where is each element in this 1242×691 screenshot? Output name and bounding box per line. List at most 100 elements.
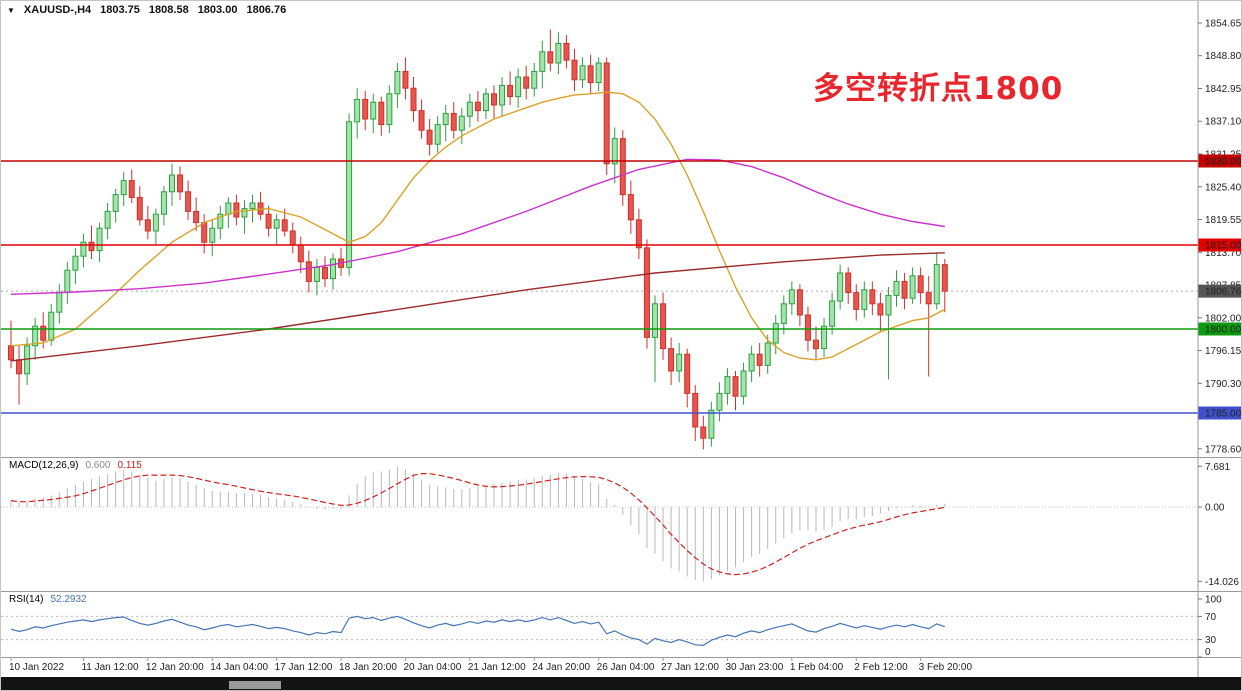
macd-scale-label: 0.00 [1205,503,1225,514]
candle-down [426,129,433,145]
candle-up [780,303,787,324]
rsi-scale-label: 70 [1205,612,1217,623]
candle-up [499,84,506,106]
candle-down [587,65,594,84]
candle-down [144,219,151,232]
bottom-bar [1,677,1241,690]
candle-up [160,191,167,215]
symbol-marker-icon: ▼ [7,5,15,15]
time-tick-label: 2 Feb 12:00 [854,662,908,673]
rsi-panel[interactable]: 100 70 300 [1,595,1222,659]
ma-fast-line [10,91,946,361]
macd-value-signal: 0.115 [117,460,142,471]
candle-down [700,426,707,439]
annotation-text[interactable]: 多空转折点1800 [813,71,1064,107]
ma-medium-line [10,158,945,295]
candle-down [8,345,14,361]
candle-up [241,208,248,218]
time-tick-label: 20 Jan 04:00 [403,662,461,673]
macd-panel[interactable]: 7.681 0.00 -14.026 [1,462,1239,588]
candle-up [80,241,87,257]
candle-down [418,110,425,131]
candle-up [893,280,900,296]
time-tick-label: 12 Jan 20:00 [146,662,204,673]
rsi-line [10,615,945,647]
candle-down [732,376,739,397]
candle-down [925,292,932,305]
ohlc-low: 1803.00 [197,4,238,16]
rsi-indicator-label: RSI(14) 52.2932 [9,594,87,605]
horizontal-scrollbar-thumb[interactable] [229,681,281,689]
candle-down [88,241,95,252]
candle-up [788,289,795,305]
candle-up [716,392,723,411]
candle-down [941,264,948,292]
ohlc-high: 1808.58 [148,4,189,16]
candle-down [410,87,417,112]
candle-up [611,138,618,165]
time-tick-label: 27 Jan 12:00 [661,662,719,673]
main-chart-panel[interactable] [1,29,1198,450]
candle-down [869,289,876,305]
candle-down [619,138,626,196]
candle-down [193,210,200,224]
current-price-badge-label: 1806.76 [1205,287,1242,298]
candle-up [209,227,216,243]
price-tick-label: 1796.15 [1205,346,1242,357]
candle-down [627,194,634,221]
candle-up [354,98,361,123]
candle-up [225,202,232,215]
time-axis[interactable]: 10 Jan 2022 11 Jan 12:00 12 Jan 20:00 14 Ja… [9,658,972,673]
symbol-period-label: XAUUSD-,H4 [23,4,92,16]
level-price-badge-label: 1785.00 [1205,409,1242,420]
macd-scale-label: 7.681 [1205,462,1230,473]
candle-down [40,325,47,341]
candle-up [724,376,731,394]
candle-down [378,101,385,126]
candle-down [450,112,457,131]
candle-down [845,272,852,294]
candle-down [305,261,312,282]
candle-down [901,280,908,299]
candle-down [877,303,884,316]
time-tick-label: 21 Jan 12:00 [468,662,526,673]
candle-up [434,124,441,145]
candle-up [249,202,256,210]
candle-down [297,244,304,263]
price-tick-label: 1819.55 [1205,215,1242,226]
time-tick-label: 11 Jan 12:00 [81,662,139,673]
macd-scale-label: -14.026 [1205,577,1239,588]
price-tick-label: 1802.00 [1205,313,1242,324]
rsi-scale-label: 30 [1205,635,1217,646]
time-tick-label: 1 Feb 04:00 [790,662,844,673]
time-tick-label: 26 Jan 04:00 [597,662,655,673]
candle-down [233,202,240,218]
candle-up [346,121,353,268]
candle-up [708,409,715,439]
candle-up [370,101,377,120]
candle-up [104,210,111,229]
candle-down [128,180,135,198]
candle-up [772,322,779,344]
time-tick-label: 10 Jan 2022 [9,662,64,673]
candle-down [643,247,650,338]
price-chart-canvas[interactable]: 1854.651848.801842.951837.101831.251825.… [1,1,1242,677]
level-price-badge [1198,238,1241,252]
candle-up [515,76,522,98]
time-tick-label: 14 Jan 04:00 [210,662,268,673]
candle-up [466,101,473,117]
candle-down [491,93,497,106]
candle-up [740,370,747,397]
price-tick-label: 1778.60 [1205,444,1242,455]
price-axis[interactable]: 1854.651848.801842.951837.101831.251825.… [1197,1,1242,677]
candle-up [48,311,55,341]
candle-down [668,348,675,372]
candle-down [265,213,272,229]
candle-down [289,230,296,246]
candle-up [217,213,224,229]
candle-up [539,51,546,72]
candle-up [96,227,103,252]
candle-up [676,353,683,372]
candle-up [32,325,39,347]
